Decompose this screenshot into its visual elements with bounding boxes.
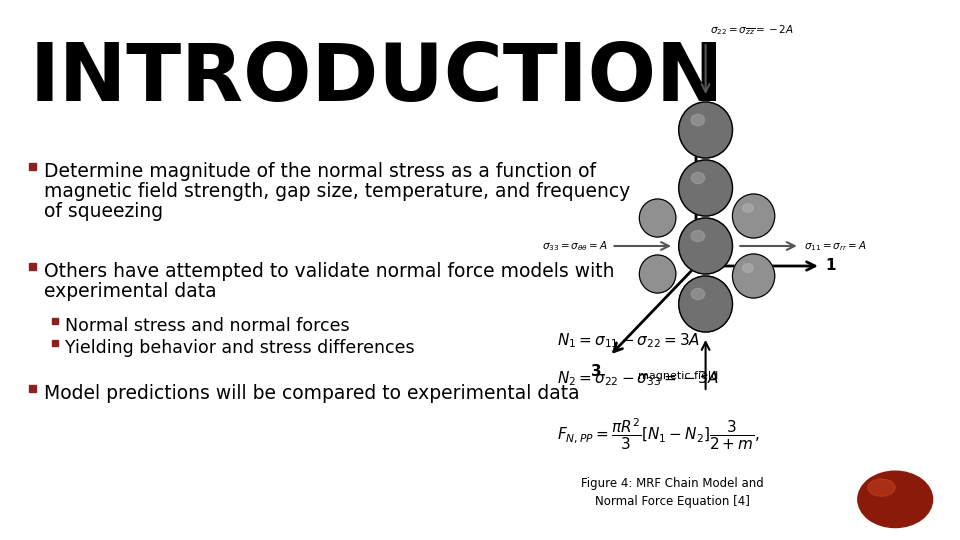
Bar [52, 340, 58, 346]
Circle shape [639, 199, 676, 237]
Bar [29, 384, 36, 391]
Text: INTRODUCTION: INTRODUCTION [30, 40, 725, 118]
Text: Yielding behavior and stress differences: Yielding behavior and stress differences [65, 339, 415, 357]
Ellipse shape [868, 479, 895, 496]
Ellipse shape [743, 204, 753, 212]
Text: $N_1 = \sigma_{11} - \sigma_{22} = 3A$: $N_1 = \sigma_{11} - \sigma_{22} = 3A$ [557, 331, 700, 350]
Text: Model predictions will be compared to experimental data: Model predictions will be compared to ex… [44, 384, 580, 403]
Text: $\sigma_{22} = \sigma_{\overline{z}\overline{z}} = -2A$: $\sigma_{22} = \sigma_{\overline{z}\over… [710, 23, 794, 37]
Text: of squeezing: of squeezing [44, 202, 163, 221]
Text: $F_{N,PP} = \dfrac{\pi R^2}{3}[N_1 - N_2]\dfrac{3}{2+m},$: $F_{N,PP} = \dfrac{\pi R^2}{3}[N_1 - N_2… [557, 417, 759, 453]
Circle shape [679, 160, 732, 216]
Ellipse shape [743, 264, 753, 272]
Text: 2: 2 [690, 113, 702, 128]
Circle shape [679, 102, 732, 158]
Bar [29, 163, 36, 170]
Ellipse shape [691, 231, 705, 241]
Text: Figure 4: MRF Chain Model and
Normal Force Equation [4]: Figure 4: MRF Chain Model and Normal For… [581, 477, 763, 508]
Bar [29, 262, 36, 269]
Text: 1: 1 [826, 259, 836, 273]
Circle shape [679, 218, 732, 274]
Ellipse shape [691, 114, 705, 126]
Circle shape [679, 276, 732, 332]
Text: 3: 3 [591, 364, 602, 379]
Ellipse shape [858, 471, 932, 528]
Text: $N_2 = \sigma_{22} - \sigma_{33} = -3A$: $N_2 = \sigma_{22} - \sigma_{33} = -3A$ [557, 369, 719, 388]
Text: experimental data: experimental data [44, 282, 217, 301]
Circle shape [639, 255, 676, 293]
Text: magnetic field: magnetic field [638, 371, 719, 381]
Ellipse shape [691, 172, 705, 184]
Text: $\sigma_{11} = \sigma_{rr} = A$: $\sigma_{11} = \sigma_{rr} = A$ [804, 239, 866, 253]
Circle shape [732, 194, 775, 238]
Ellipse shape [691, 288, 705, 300]
Text: Normal stress and normal forces: Normal stress and normal forces [65, 317, 349, 335]
Text: Others have attempted to validate normal force models with: Others have attempted to validate normal… [44, 262, 614, 281]
Text: magnetic field strength, gap size, temperature, and frequency: magnetic field strength, gap size, tempe… [44, 182, 631, 201]
Bar [52, 318, 58, 324]
Circle shape [732, 254, 775, 298]
Text: $\sigma_{33} = \sigma_{\theta\theta} = A$: $\sigma_{33} = \sigma_{\theta\theta} = A… [542, 239, 608, 253]
Text: Determine magnitude of the normal stress as a function of: Determine magnitude of the normal stress… [44, 162, 596, 181]
